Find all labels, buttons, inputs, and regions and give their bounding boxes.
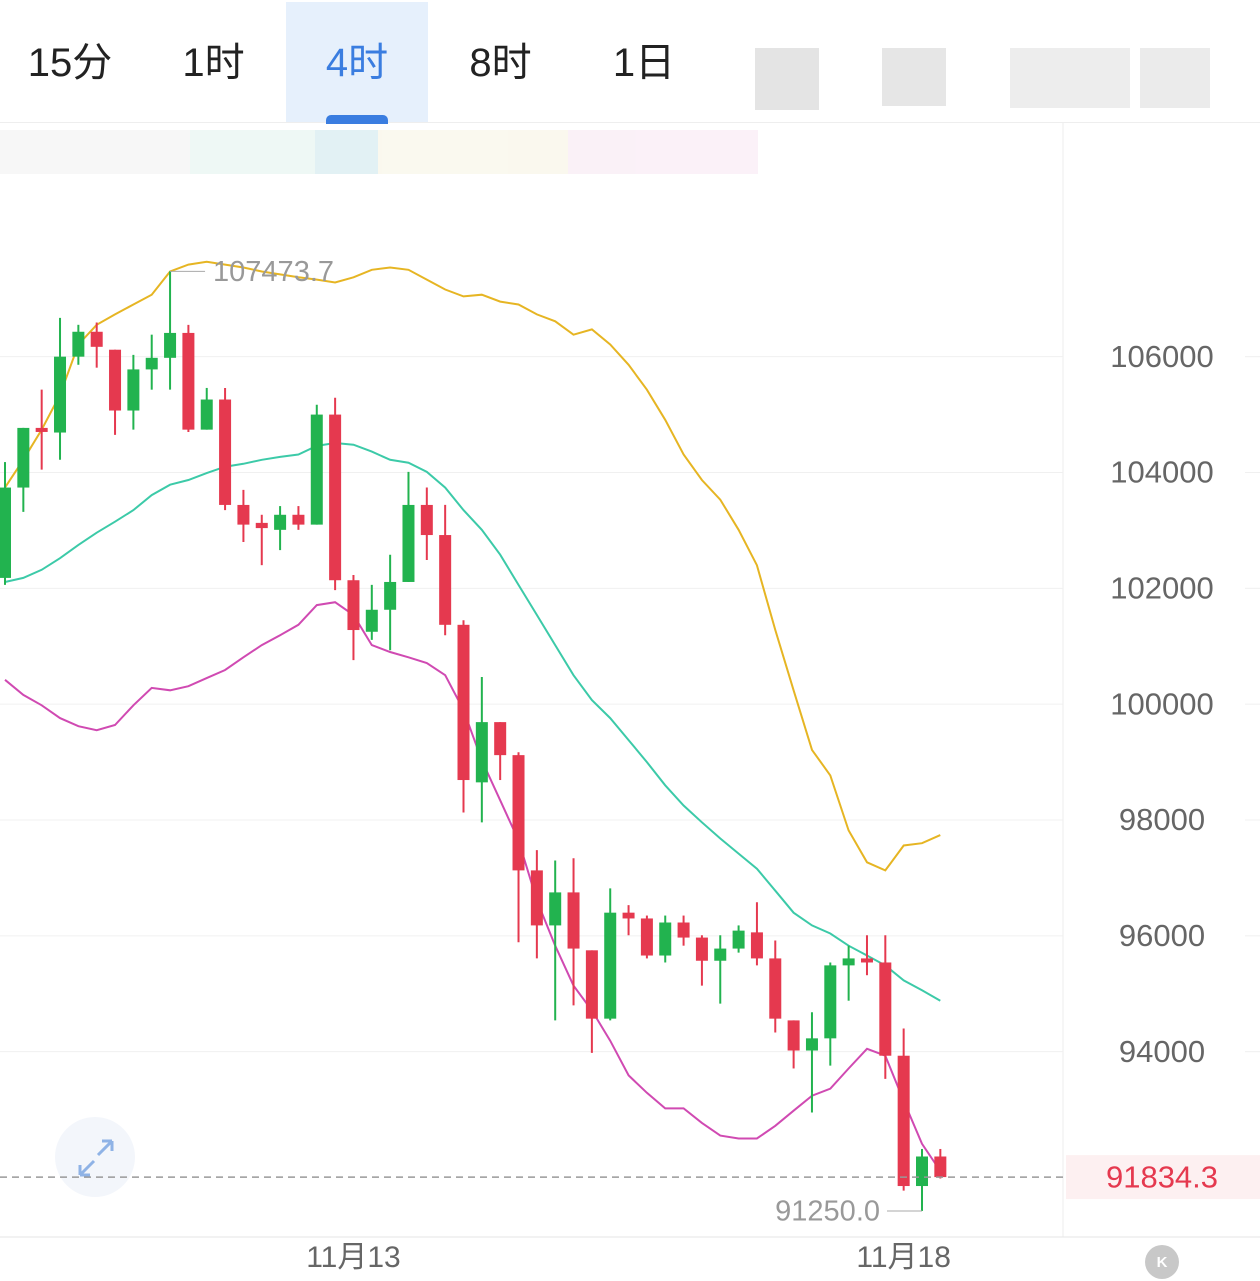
indicator-line <box>4 441 941 1002</box>
candle-body <box>292 514 305 525</box>
candle-body <box>365 609 378 632</box>
candle-body <box>219 399 232 505</box>
y-tick-label: 106000 <box>1110 339 1213 374</box>
candle-body <box>879 962 892 1056</box>
candle-body <box>457 624 470 781</box>
candle-body <box>659 922 672 956</box>
tab-bar: 15分 1时 4时 8时 1日 <box>0 0 1260 124</box>
candle-body <box>622 912 635 919</box>
candle-body <box>35 427 48 432</box>
candle-body <box>475 722 488 783</box>
candle-body <box>329 414 342 581</box>
indicator-line <box>4 260 941 872</box>
expand-icon <box>78 1139 114 1177</box>
candle-body <box>640 918 653 956</box>
candle-body <box>145 357 158 370</box>
timeframe-tab[interactable]: 1日 <box>612 41 676 85</box>
candle-body <box>916 1156 928 1187</box>
candle-body <box>512 755 525 871</box>
candle-body <box>567 892 580 949</box>
candle-body <box>750 932 763 959</box>
candle-body <box>585 950 598 1019</box>
candle-body <box>494 722 507 756</box>
candle-body <box>732 930 745 949</box>
candle-body <box>310 414 323 525</box>
y-tick-label: 104000 <box>1110 455 1213 490</box>
candle-body <box>714 948 727 961</box>
candle-body <box>530 870 543 926</box>
candle-body <box>897 1055 910 1187</box>
candle-body <box>164 332 177 358</box>
last-price-label: 91834.3 <box>1106 1159 1218 1194</box>
candle-body <box>0 487 11 578</box>
y-tick-label: 98000 <box>1119 802 1205 837</box>
candle-body <box>274 514 287 530</box>
candle-body <box>402 504 415 582</box>
candle-body <box>824 965 837 1039</box>
candle-body <box>677 922 690 938</box>
candle-body <box>604 912 617 1019</box>
candle-body <box>200 399 213 430</box>
candle-body <box>17 427 30 488</box>
blurred-toolbar <box>755 48 1210 110</box>
blurred-indicator-strip <box>0 130 758 174</box>
candle-body <box>255 522 268 529</box>
timeframe-tab[interactable]: 4时 <box>286 2 428 124</box>
y-tick-label: 94000 <box>1119 1034 1205 1069</box>
candle-body <box>127 369 140 411</box>
timeframe-tab[interactable]: 8时 <box>469 41 532 85</box>
k-button[interactable] <box>1145 1245 1179 1279</box>
low-label: 91250.0 <box>775 1196 880 1228</box>
candle-body <box>90 331 103 347</box>
candle-body <box>860 958 873 963</box>
indicator-line <box>4 601 942 1172</box>
y-tick-label: 102000 <box>1110 571 1213 606</box>
candle-body <box>54 356 67 433</box>
y-tick-label: 96000 <box>1119 918 1205 953</box>
candle-body <box>72 331 85 357</box>
x-tick-label: 11月13 <box>306 1241 401 1274</box>
candle-body <box>934 1156 947 1178</box>
candle-body <box>842 958 855 966</box>
candle-body <box>109 349 122 411</box>
timeframe-tab[interactable]: 15分 <box>27 41 113 85</box>
candle-body <box>384 581 397 610</box>
x-tick-label: 11月18 <box>856 1241 951 1274</box>
candle-body <box>439 535 452 625</box>
candle-body <box>182 332 195 430</box>
k-button-icon: K <box>1157 1254 1168 1271</box>
candle-body <box>420 504 433 536</box>
timeframe-tab[interactable]: 1时 <box>182 41 245 85</box>
y-tick-label: 100000 <box>1110 686 1213 721</box>
candle-body <box>805 1038 818 1051</box>
last-price-box <box>1066 1155 1260 1200</box>
candle-body <box>549 892 562 926</box>
candle-body <box>237 504 250 525</box>
high-label: 107473.7 <box>213 256 334 288</box>
candle-body <box>769 958 782 1019</box>
candle-body <box>787 1020 800 1051</box>
candle-body <box>695 937 708 961</box>
candle-body <box>347 580 360 631</box>
expand-button[interactable] <box>55 1117 135 1197</box>
